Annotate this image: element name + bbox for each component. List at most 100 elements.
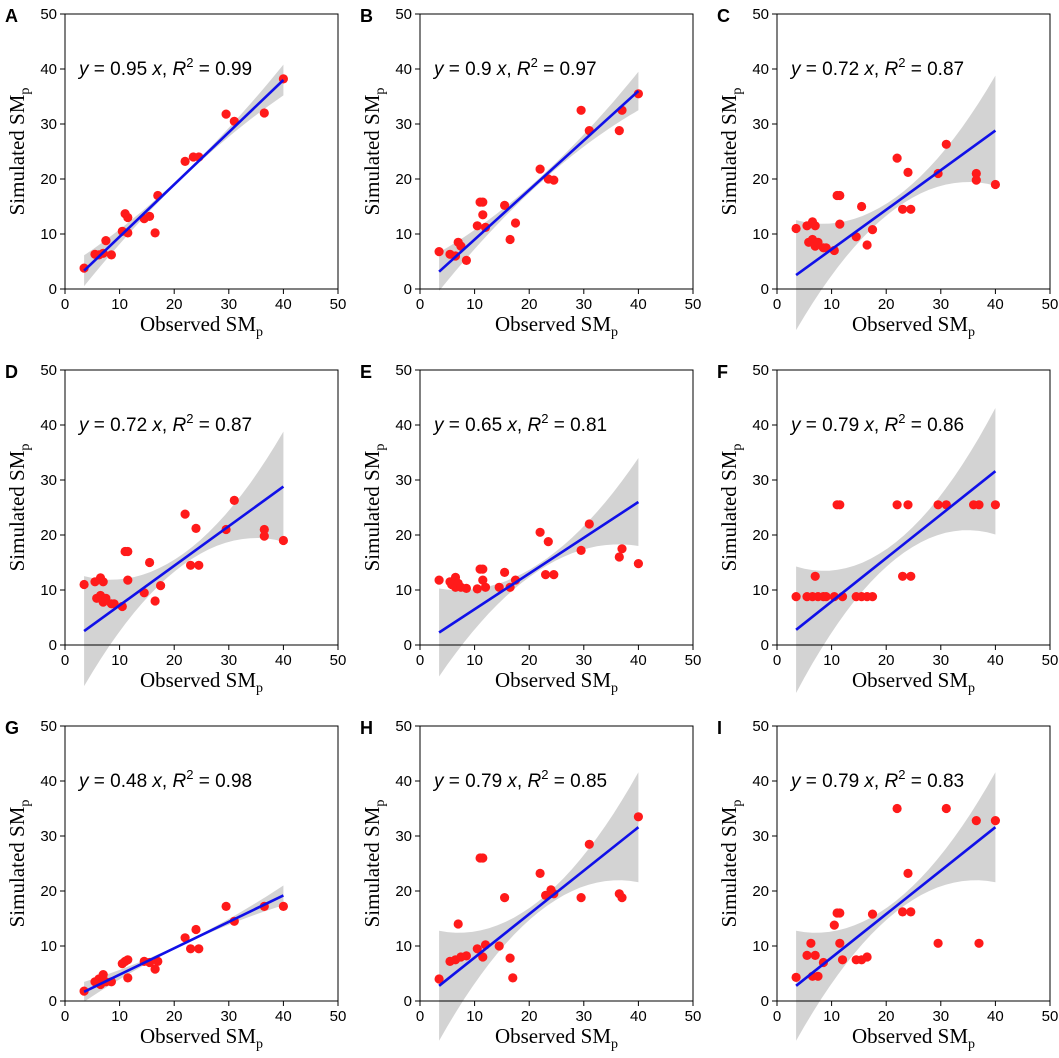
equation-y: y	[77, 59, 90, 80]
data-point	[810, 571, 820, 581]
data-point	[933, 500, 943, 510]
equation-y: y	[789, 415, 802, 436]
data-point	[472, 221, 482, 231]
y-axis-label-text: Simulated SM	[5, 806, 29, 927]
y-axis-label-text: Simulated SM	[717, 806, 741, 927]
y-tick-label: 10	[40, 938, 57, 955]
x-tick-label: 20	[166, 652, 183, 669]
equation-r2-value: = 0.99	[193, 59, 252, 80]
data-point	[194, 560, 204, 570]
x-tick-label: 30	[932, 652, 949, 669]
x-axis-label: Observed SMp	[140, 668, 263, 696]
data-point	[478, 952, 488, 962]
data-point	[79, 579, 89, 590]
data-point	[123, 546, 133, 557]
y-axis-label: Simulated SMp	[717, 800, 745, 928]
y-tick-label: 30	[752, 828, 769, 845]
panel-label: A	[5, 6, 18, 26]
data-point	[434, 247, 444, 257]
plot-frame	[64, 369, 339, 646]
equation-y: y	[77, 771, 90, 792]
x-tick-label: 50	[330, 296, 347, 313]
data-point	[541, 570, 551, 580]
data-point	[903, 167, 913, 177]
data-point	[191, 523, 201, 534]
x-tick-label: 10	[823, 652, 840, 669]
data-point	[614, 126, 624, 136]
data-point	[434, 974, 444, 984]
x-tick-label: 10	[111, 652, 128, 669]
y-tick-label: 20	[395, 171, 412, 188]
x-tick-label: 10	[466, 1008, 483, 1025]
data-point	[791, 592, 801, 602]
panel-label: C	[717, 6, 730, 26]
y-tick-label: 0	[49, 993, 57, 1010]
regression-equation: y = 0.48 x, R2 = 0.98	[77, 767, 252, 792]
data-point	[906, 571, 916, 581]
data-point	[821, 592, 831, 602]
data-point	[862, 952, 872, 962]
equation-r2-value: = 0.87	[193, 415, 252, 436]
data-point	[478, 853, 488, 863]
y-axis-label: Simulated SMp	[5, 800, 33, 928]
y-axis-label-text: Simulated SM	[5, 94, 29, 215]
x-axis-label-text: Observed SM	[852, 668, 968, 692]
x-axis-label-subscript: p	[256, 325, 263, 340]
equation-sep: ,	[162, 771, 173, 792]
equation-sep: ,	[506, 59, 517, 80]
data-point	[576, 105, 586, 115]
data-point	[186, 560, 196, 570]
y-tick-label: 50	[395, 362, 412, 379]
x-axis-label: Observed SMp	[852, 312, 975, 340]
data-point	[156, 581, 166, 591]
y-axis-label-text: Simulated SM	[360, 94, 384, 215]
data-point	[576, 893, 586, 903]
regression-equation: y = 0.79 x, R2 = 0.85	[432, 767, 607, 792]
equation-sep: ,	[162, 415, 173, 436]
x-tick-label: 20	[521, 296, 538, 313]
plot-frame	[776, 13, 1051, 290]
equation-slope: = 0.9	[444, 59, 497, 80]
y-tick-label: 40	[752, 773, 769, 790]
regression-equation: y = 0.72 x, R2 = 0.87	[77, 411, 252, 436]
panel-label: D	[5, 362, 18, 382]
y-axis-label-text: Simulated SM	[360, 806, 384, 927]
y-tick-label: 20	[40, 171, 57, 188]
y-tick-label: 30	[752, 472, 769, 489]
panel-label: B	[360, 6, 373, 26]
data-point	[510, 218, 521, 228]
equation-r: R	[527, 415, 541, 436]
equation-r: R	[884, 771, 898, 792]
data-point	[535, 527, 545, 537]
x-tick-label: 40	[630, 296, 647, 313]
y-tick-label: 10	[40, 226, 57, 243]
regression-line	[438, 90, 640, 273]
equation-y: y	[432, 771, 445, 792]
data-point	[472, 584, 482, 594]
x-tick-label: 10	[111, 1008, 128, 1025]
y-tick-label: 10	[752, 938, 769, 955]
data-point	[123, 212, 133, 223]
data-point	[857, 201, 867, 212]
data-point	[79, 263, 89, 273]
plot-frame	[776, 725, 1051, 1002]
y-tick-label: 0	[49, 637, 57, 654]
data-point	[535, 164, 545, 174]
data-point	[576, 545, 586, 556]
y-axis-label: Simulated SMp	[360, 800, 388, 928]
equation-slope: = 0.48	[89, 771, 153, 792]
x-tick-label: 0	[773, 1008, 781, 1025]
equation-x: x	[506, 415, 518, 436]
data-point	[434, 575, 444, 585]
regression-line	[83, 485, 285, 633]
x-axis-label-subscript: p	[611, 1037, 618, 1052]
y-tick-label: 50	[395, 718, 412, 735]
